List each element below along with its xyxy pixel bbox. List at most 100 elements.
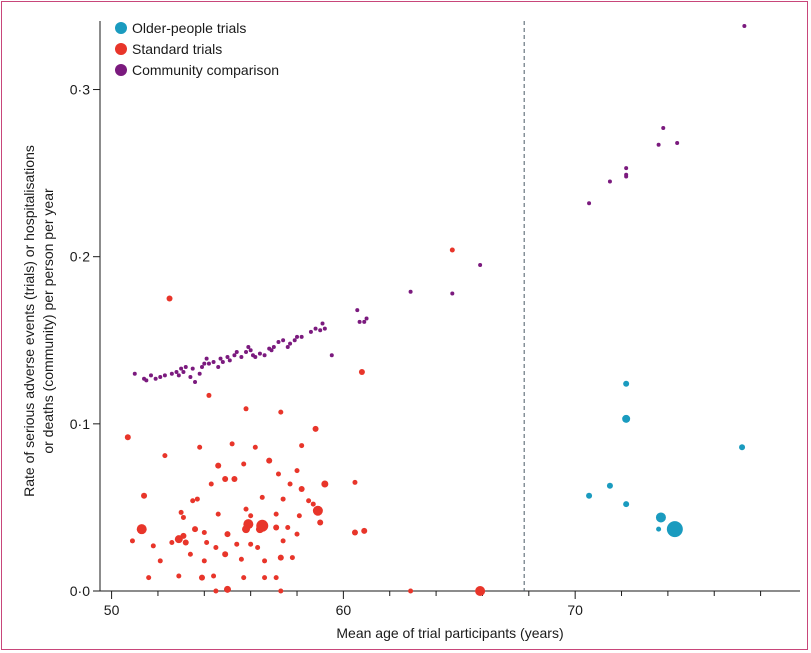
point-series-1-38 [273, 511, 279, 517]
point-series-2-5 [158, 375, 163, 380]
point-series-1-6 [278, 409, 284, 415]
point-series-1-40 [136, 524, 147, 535]
y-axis-title-line-2: or deaths (community) per person per yea… [40, 188, 56, 454]
point-series-2-41 [281, 338, 286, 343]
point-series-1-30 [306, 498, 312, 504]
point-series-2-22 [216, 365, 221, 370]
point-series-1-54 [351, 529, 358, 536]
point-series-1-37 [248, 513, 254, 519]
x-axis-title: Mean age of trial participants (years) [336, 625, 563, 641]
point-series-1-56 [129, 538, 135, 544]
point-series-1-55 [361, 527, 368, 534]
point-series-2-6 [162, 373, 167, 378]
point-series-2-44 [292, 338, 297, 343]
y-tick-label-1: 0·1 [70, 416, 90, 432]
point-series-1-5 [243, 406, 249, 412]
point-series-1-60 [204, 540, 210, 546]
point-series-0-2 [739, 444, 746, 451]
point-series-2-60 [587, 201, 592, 206]
point-series-2-46 [299, 334, 304, 339]
point-series-1-14 [215, 462, 222, 469]
point-series-0-1 [622, 414, 631, 423]
point-series-1-26 [194, 496, 200, 502]
point-series-1-36 [215, 511, 221, 517]
point-series-1-66 [157, 558, 163, 564]
point-series-0-6 [655, 512, 666, 523]
point-series-2-57 [408, 289, 413, 294]
point-series-2-11 [181, 370, 186, 375]
point-series-2-56 [364, 316, 369, 321]
point-series-1-67 [187, 551, 193, 557]
point-series-2-59 [478, 263, 483, 268]
point-series-1-53 [317, 519, 324, 526]
point-series-2-52 [329, 353, 334, 358]
point-series-1-31 [310, 501, 316, 507]
point-series-0-4 [606, 482, 613, 489]
point-series-1-18 [222, 476, 229, 483]
point-series-2-26 [227, 358, 232, 363]
point-series-1-72 [277, 554, 284, 561]
point-series-2-51 [322, 326, 327, 331]
point-series-1-75 [176, 573, 182, 579]
point-series-1-68 [201, 558, 207, 564]
point-series-1-8 [299, 443, 305, 449]
point-series-1-22 [298, 486, 305, 493]
legend-marker-community [115, 64, 127, 76]
point-series-1-20 [208, 481, 214, 487]
point-series-2-24 [220, 359, 225, 364]
point-series-1-35 [243, 506, 249, 512]
point-series-1-33 [178, 509, 184, 515]
y-ticks: 0·0 0·1 0·2 0·3 [70, 82, 100, 599]
point-series-1-3 [124, 434, 131, 441]
point-series-2-66 [661, 125, 666, 130]
point-series-1-42 [180, 532, 187, 539]
point-series-0-5 [623, 501, 630, 508]
y-tick-label-3: 0·3 [70, 82, 90, 98]
point-series-2-36 [262, 353, 267, 358]
point-series-1-52 [294, 531, 300, 537]
point-series-2-8 [174, 370, 179, 375]
legend: Older-people trials Standard trials Comm… [115, 20, 279, 78]
point-series-2-31 [246, 344, 251, 349]
point-series-1-4 [206, 392, 212, 398]
point-series-1-16 [294, 468, 300, 474]
point-series-2-32 [248, 348, 253, 353]
y-axis-title: Rate of serious adverse events (trials) … [21, 145, 56, 497]
point-series-1-51 [285, 524, 291, 530]
point-series-1-69 [222, 551, 229, 558]
point-series-1-85 [475, 586, 486, 596]
point-series-1-70 [238, 556, 244, 562]
y-axis-title-line-1: Rate of serious adverse events (trials) … [21, 145, 37, 497]
legend-label-standard: Standard trials [132, 41, 222, 57]
point-series-2-15 [193, 380, 198, 385]
x-tick-label-0: 50 [104, 602, 120, 618]
point-series-2-3 [148, 373, 153, 378]
point-series-1-23 [321, 480, 329, 488]
point-series-2-61 [607, 179, 612, 184]
point-series-2-18 [202, 361, 207, 366]
point-series-2-10 [179, 366, 184, 371]
point-series-2-25 [225, 354, 230, 359]
point-series-2-0 [132, 371, 137, 376]
point-series-1-78 [241, 575, 247, 581]
point-series-1-76 [198, 574, 205, 581]
point-series-1-19 [231, 476, 238, 483]
point-series-1-63 [248, 541, 254, 547]
point-series-2-29 [239, 354, 244, 359]
point-series-0-0 [623, 380, 630, 387]
point-series-2-54 [357, 319, 362, 324]
point-series-1-34 [180, 514, 186, 520]
x-tick-label-1: 60 [336, 602, 352, 618]
point-series-2-9 [176, 373, 181, 378]
point-series-2-65 [656, 142, 661, 147]
point-series-1-27 [190, 498, 196, 504]
point-series-2-39 [271, 344, 276, 349]
point-series-1-73 [289, 555, 295, 561]
point-series-1-13 [241, 461, 247, 467]
point-series-1-81 [213, 588, 219, 594]
point-series-1-77 [211, 573, 217, 579]
point-series-1-21 [287, 481, 293, 487]
axes [99, 21, 800, 592]
